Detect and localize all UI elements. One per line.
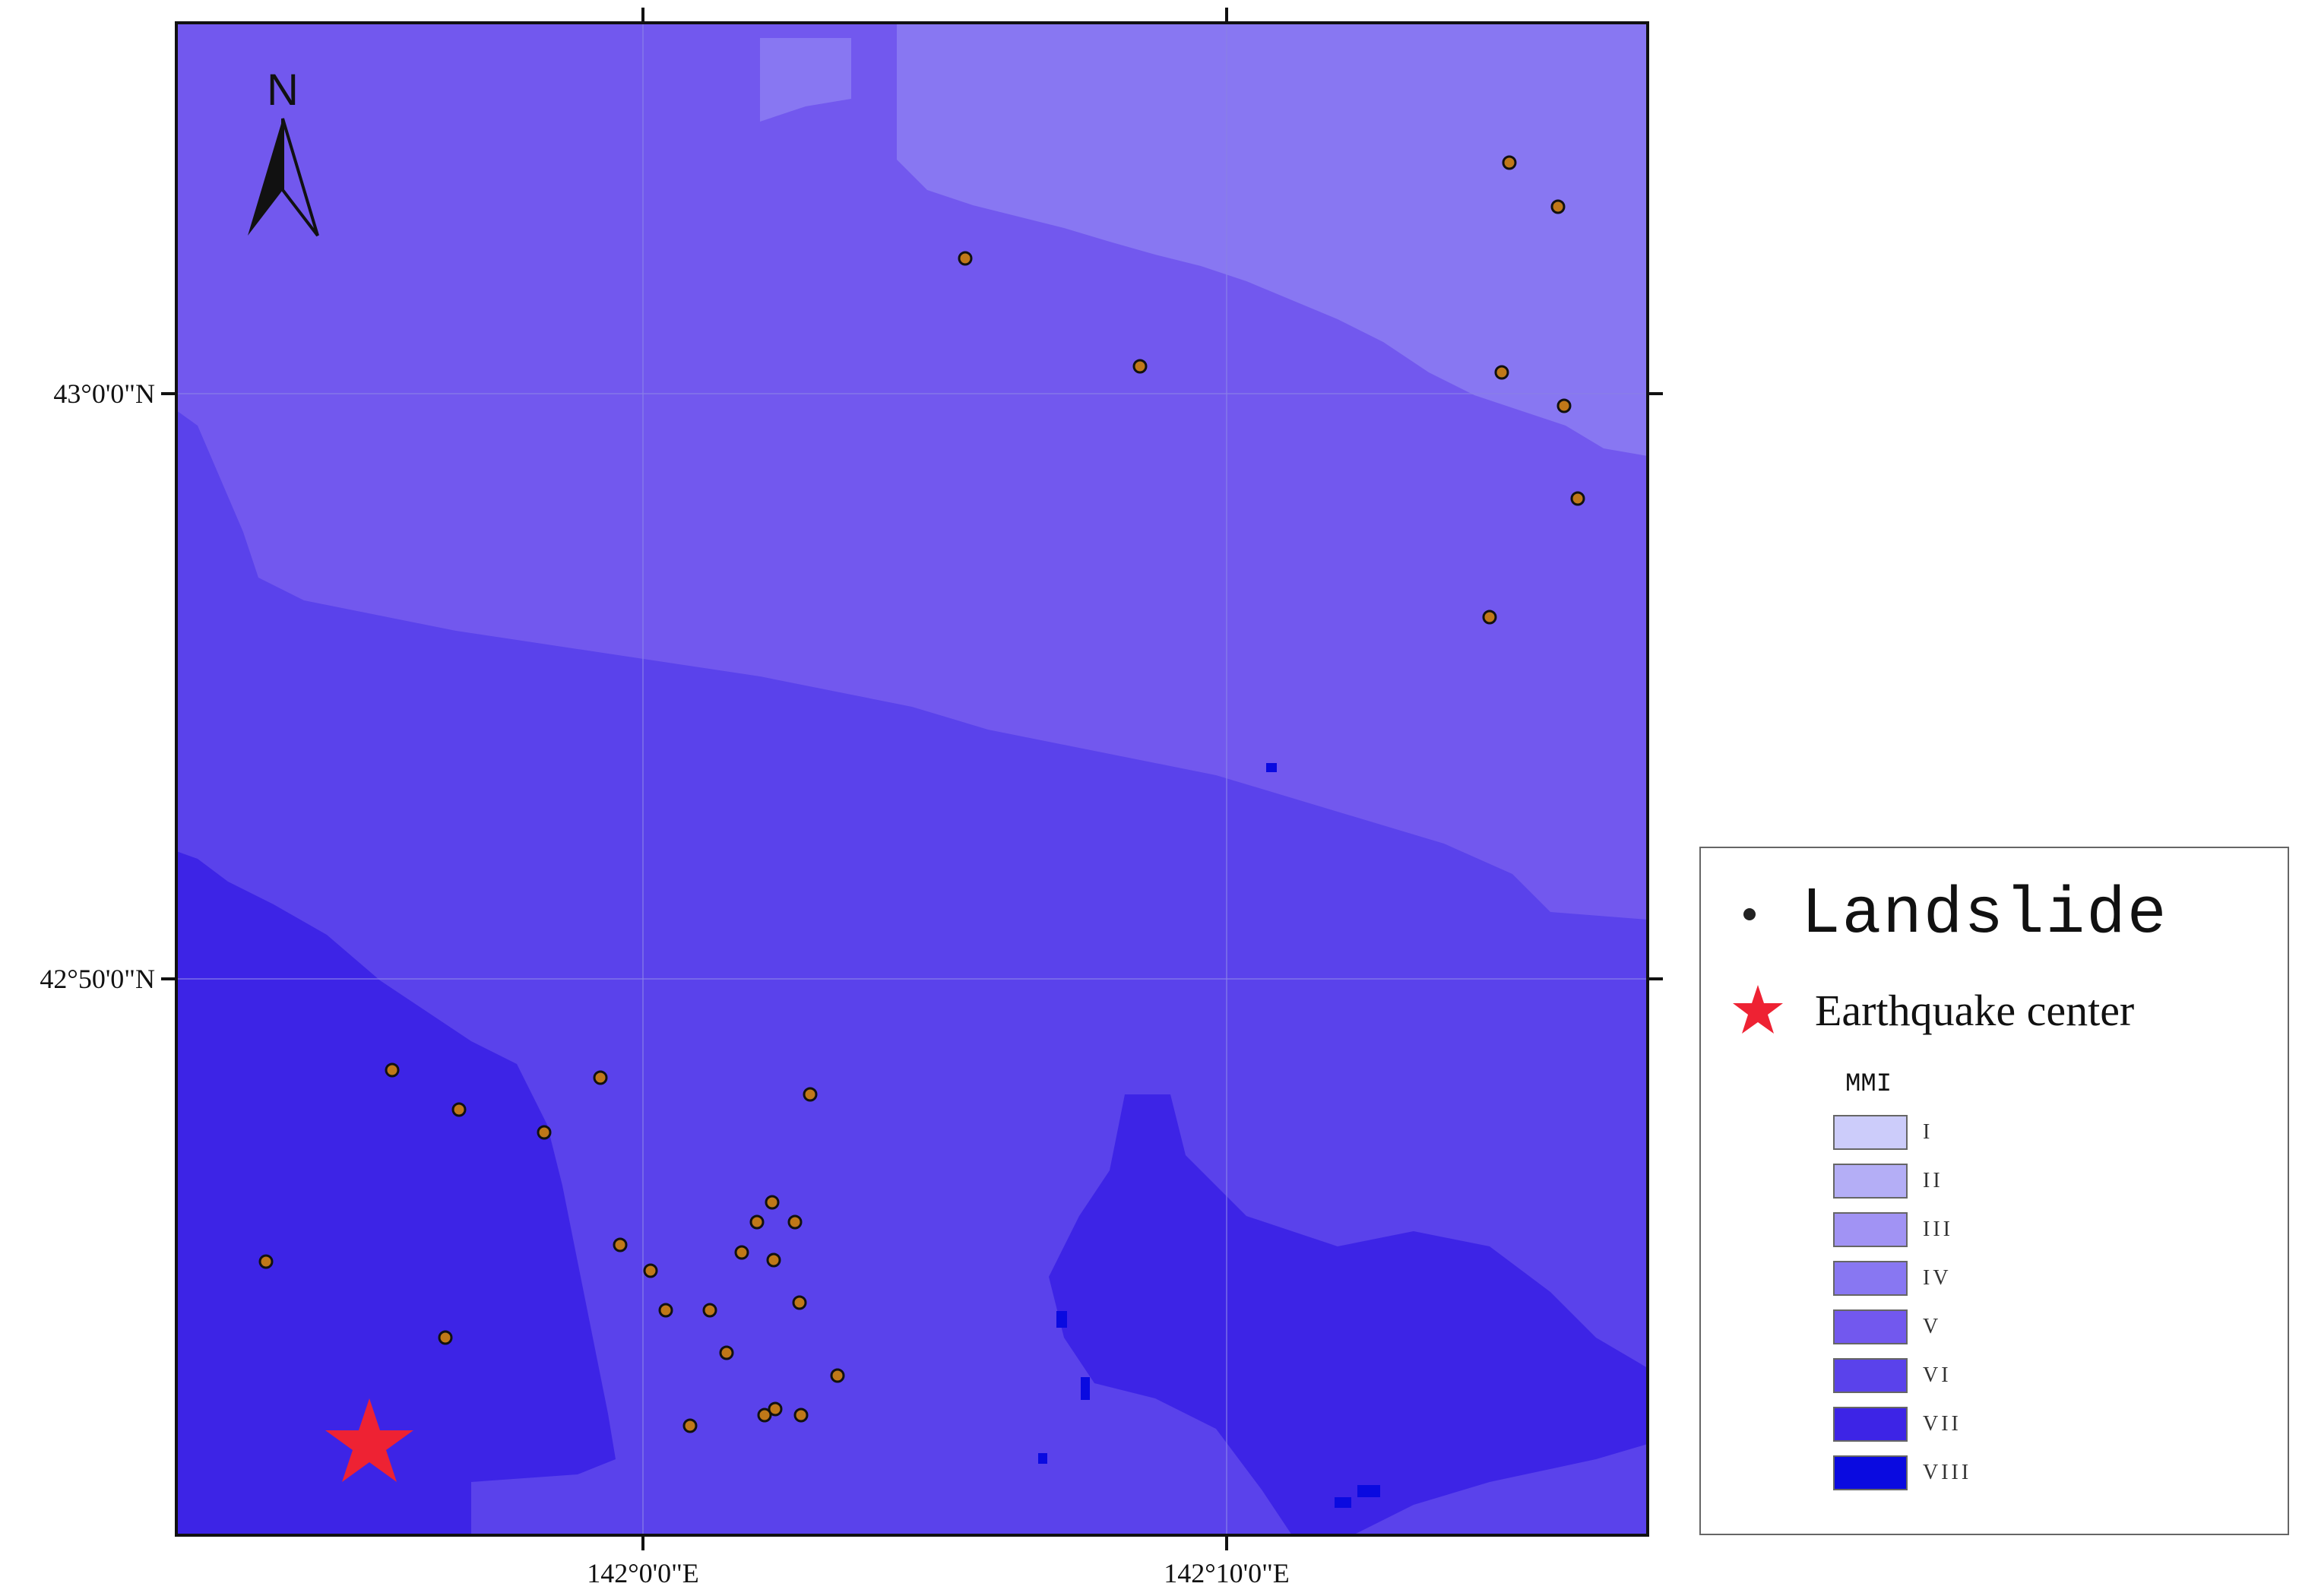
landslide-point bbox=[830, 1368, 845, 1383]
landslide-point bbox=[1570, 491, 1585, 506]
landslide-point bbox=[958, 251, 973, 266]
legend-mmi-item: I bbox=[1833, 1108, 1971, 1157]
legend-mmi-swatch bbox=[1833, 1358, 1908, 1393]
legend-mmi-swatch bbox=[1833, 1407, 1908, 1442]
landslide-point bbox=[438, 1330, 453, 1345]
landslide-point bbox=[719, 1345, 734, 1360]
legend-mmi-label: VIII bbox=[1923, 1461, 1972, 1484]
earthquake-center-star-icon bbox=[325, 1398, 413, 1482]
landslide-point bbox=[643, 1263, 658, 1278]
legend-mmi-swatch bbox=[1833, 1261, 1908, 1296]
landslide-point bbox=[787, 1214, 803, 1230]
zone-viii-speck bbox=[1056, 1311, 1067, 1328]
landslide-point bbox=[793, 1408, 809, 1423]
legend-mmi-item: VIII bbox=[1833, 1449, 1971, 1497]
zone-viii-speck bbox=[1081, 1377, 1090, 1400]
legend-mmi-swatch bbox=[1833, 1212, 1908, 1247]
landslide-point bbox=[734, 1245, 749, 1260]
legend-landslide: Landslide bbox=[1743, 877, 2168, 952]
landslide-point bbox=[749, 1214, 765, 1230]
landslide-points bbox=[258, 155, 1585, 1433]
landslide-point bbox=[766, 1252, 781, 1268]
landslide-point bbox=[1132, 359, 1148, 374]
legend-mmi-swatch bbox=[1833, 1115, 1908, 1150]
landslide-point bbox=[1556, 398, 1572, 413]
map-frame bbox=[175, 21, 1649, 1537]
landslide-point bbox=[658, 1303, 673, 1318]
landslide-point bbox=[258, 1254, 274, 1269]
legend-mmi-swatch bbox=[1833, 1455, 1908, 1490]
landslide-point bbox=[702, 1303, 717, 1318]
landslide-point bbox=[757, 1408, 772, 1423]
legend-mmi-label: V bbox=[1923, 1315, 1942, 1338]
legend-mmi-item: VII bbox=[1833, 1400, 1971, 1449]
legend-landslide-label: Landslide bbox=[1801, 877, 2168, 952]
legend-mmi-item: IV bbox=[1833, 1254, 1971, 1303]
zone-vii-channel bbox=[1049, 1094, 1648, 1535]
intensity-zones bbox=[176, 23, 1648, 1535]
legend-earthquake-label: Earthquake center bbox=[1815, 985, 2135, 1035]
landslide-point bbox=[1494, 365, 1509, 380]
legend-mmi-item: VI bbox=[1833, 1351, 1971, 1400]
legend-mmi-list: I II III IV V VI VII VIII bbox=[1833, 1108, 1971, 1497]
landslide-point bbox=[682, 1418, 698, 1433]
landslide-point bbox=[803, 1087, 818, 1102]
legend-earthquake: Earthquake center bbox=[1731, 983, 2134, 1037]
legend-mmi-item: V bbox=[1833, 1303, 1971, 1351]
zone-iv bbox=[897, 23, 1648, 456]
landslide-point bbox=[451, 1102, 467, 1117]
star-icon bbox=[1733, 985, 1783, 1034]
landslide-point bbox=[385, 1062, 400, 1078]
legend-mmi-label: I bbox=[1923, 1120, 1933, 1144]
legend: Landslide Earthquake center MMI I II III IV… bbox=[1699, 847, 2289, 1535]
landslide-point bbox=[765, 1195, 780, 1210]
y-tick-label: 42°50'0"N bbox=[40, 964, 155, 994]
landslide-point bbox=[1482, 610, 1497, 625]
zone-viii-speck bbox=[1266, 763, 1277, 772]
zone-viii-speck bbox=[1357, 1485, 1380, 1497]
zone-viii-speck bbox=[1335, 1497, 1351, 1508]
landslide-point bbox=[613, 1237, 628, 1252]
north-label: N bbox=[267, 65, 299, 115]
legend-mmi-title: MMI bbox=[1845, 1070, 1892, 1099]
landslide-point bbox=[593, 1070, 608, 1085]
legend-mmi-label: VII bbox=[1923, 1412, 1962, 1436]
landslide-point bbox=[792, 1295, 807, 1310]
north-arrow-icon: N bbox=[248, 65, 319, 237]
landslide-point bbox=[537, 1125, 552, 1140]
x-tick-label: 142°10'0"E bbox=[1164, 1558, 1290, 1588]
landslide-point bbox=[768, 1401, 783, 1417]
landslide-point bbox=[1550, 199, 1566, 214]
legend-mmi-label: IV bbox=[1923, 1266, 1952, 1290]
x-tick-label: 142°0'0"E bbox=[587, 1558, 699, 1588]
landslide-point bbox=[1502, 155, 1517, 170]
zone-iv-patch bbox=[760, 38, 851, 122]
y-tick-label: 43°0'0"N bbox=[53, 378, 155, 409]
landslide-dot-icon bbox=[1743, 908, 1756, 920]
legend-mmi-label: III bbox=[1923, 1218, 1953, 1241]
legend-mmi-swatch bbox=[1833, 1309, 1908, 1344]
legend-mmi-swatch bbox=[1833, 1164, 1908, 1199]
legend-mmi-item: II bbox=[1833, 1157, 1971, 1205]
legend-mmi-item: III bbox=[1833, 1205, 1971, 1254]
legend-mmi-label: VI bbox=[1923, 1363, 1952, 1387]
zone-vii bbox=[176, 851, 616, 1535]
zone-viii-speck bbox=[1038, 1453, 1047, 1464]
legend-mmi-label: II bbox=[1923, 1169, 1943, 1192]
